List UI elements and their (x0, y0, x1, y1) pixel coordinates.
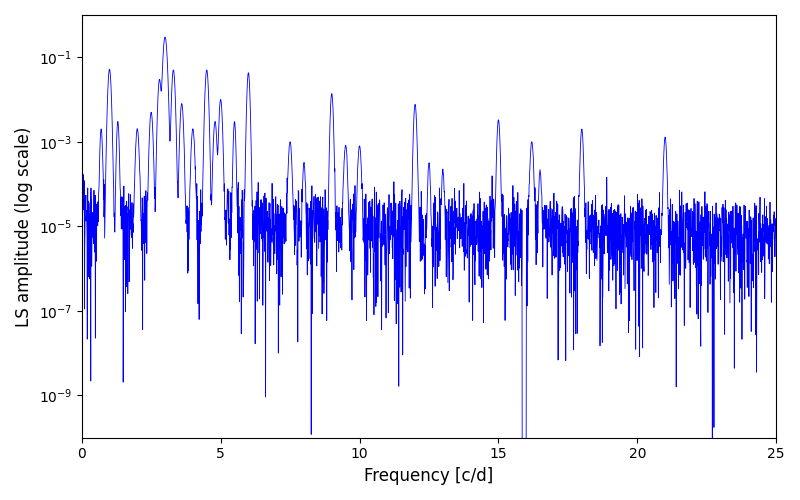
X-axis label: Frequency [c/d]: Frequency [c/d] (364, 467, 494, 485)
Y-axis label: LS amplitude (log scale): LS amplitude (log scale) (15, 126, 33, 326)
